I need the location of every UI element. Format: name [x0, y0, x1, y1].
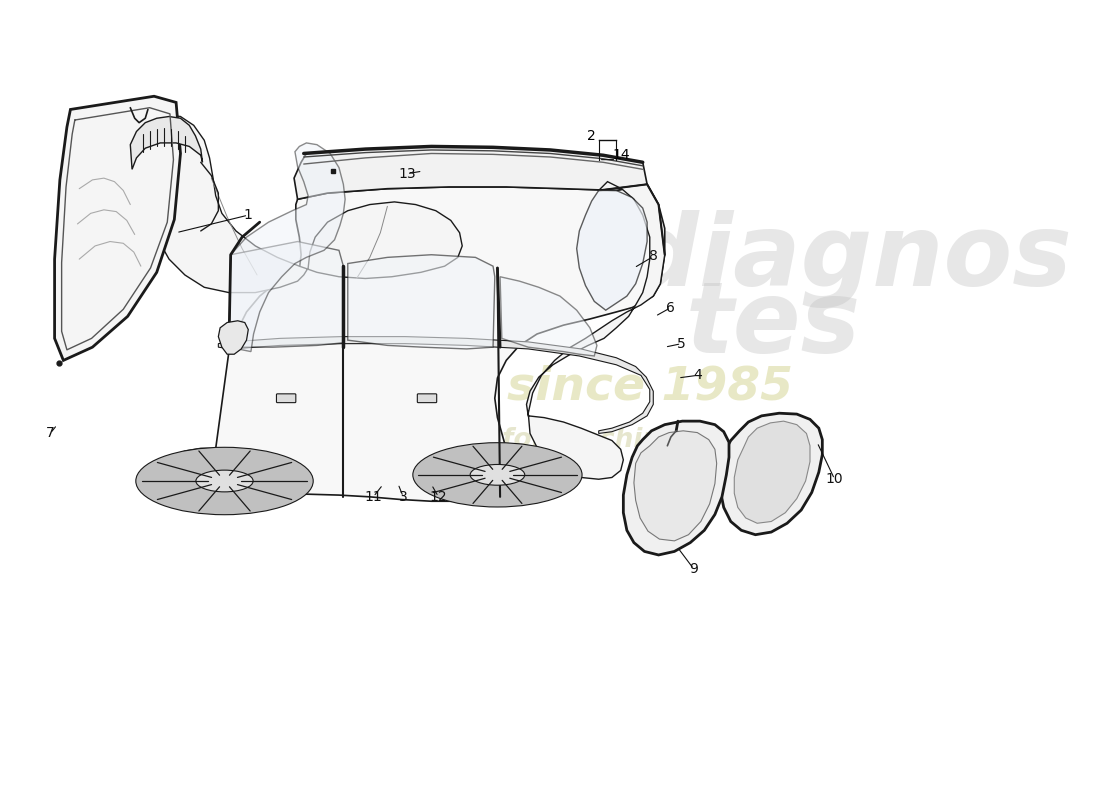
Polygon shape	[735, 421, 810, 523]
Polygon shape	[55, 96, 180, 360]
Ellipse shape	[443, 454, 552, 495]
Text: 8: 8	[649, 250, 658, 263]
Ellipse shape	[412, 442, 582, 507]
Polygon shape	[229, 242, 343, 347]
Text: 13: 13	[398, 166, 416, 181]
Ellipse shape	[167, 459, 282, 502]
Text: 5: 5	[678, 337, 685, 350]
Text: 14: 14	[613, 148, 630, 162]
Text: 1: 1	[244, 208, 253, 222]
Ellipse shape	[160, 450, 289, 498]
Text: 6: 6	[667, 301, 675, 314]
FancyBboxPatch shape	[276, 394, 296, 402]
Polygon shape	[634, 431, 717, 541]
Polygon shape	[294, 146, 647, 199]
Polygon shape	[348, 254, 495, 349]
Text: 3: 3	[399, 490, 408, 504]
Polygon shape	[576, 190, 647, 310]
Polygon shape	[624, 421, 729, 555]
Ellipse shape	[196, 470, 253, 492]
Polygon shape	[130, 114, 462, 293]
Text: 4: 4	[693, 368, 702, 382]
Ellipse shape	[470, 465, 525, 486]
Polygon shape	[218, 337, 653, 434]
Text: 10: 10	[826, 472, 844, 486]
Text: 12: 12	[430, 490, 448, 504]
Polygon shape	[130, 117, 202, 170]
Ellipse shape	[135, 447, 314, 514]
FancyBboxPatch shape	[417, 394, 437, 402]
Polygon shape	[165, 184, 664, 502]
Text: 11: 11	[364, 490, 382, 504]
Text: tes: tes	[685, 277, 860, 374]
Polygon shape	[218, 321, 249, 354]
Text: autodiagnos: autodiagnos	[372, 210, 1071, 308]
Text: 9: 9	[690, 562, 698, 576]
Text: 7: 7	[46, 426, 55, 441]
Polygon shape	[500, 277, 597, 356]
Polygon shape	[527, 182, 664, 479]
Text: since 1985: since 1985	[507, 364, 793, 410]
Polygon shape	[229, 143, 345, 351]
Text: a passion for machines: a passion for machines	[352, 426, 695, 453]
Polygon shape	[720, 414, 823, 534]
Ellipse shape	[436, 446, 559, 491]
Text: 2: 2	[587, 129, 596, 143]
